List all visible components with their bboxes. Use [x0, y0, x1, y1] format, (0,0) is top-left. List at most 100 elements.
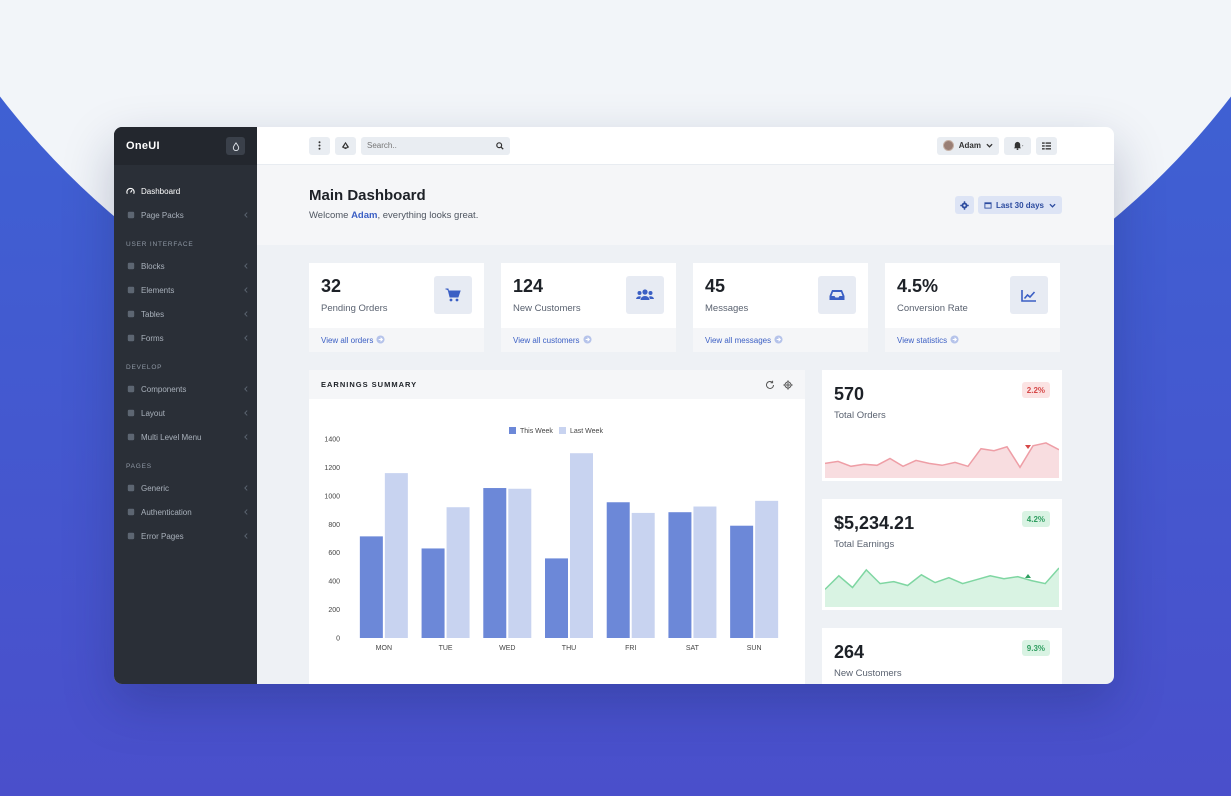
user-menu-button[interactable]: Adam: [936, 136, 999, 155]
theme-toggle-button[interactable]: [226, 137, 245, 155]
lock-icon: [126, 508, 135, 517]
brand-logo[interactable]: OneUI: [126, 140, 160, 152]
page-hero: Main Dashboard Welcome Adam, everything …: [257, 165, 1114, 245]
earnings-summary-title: EARNINGS SUMMARY: [321, 380, 418, 389]
sidebar-item-dashboard[interactable]: Dashboard: [114, 179, 257, 203]
layout-options-button[interactable]: [335, 136, 356, 155]
sidebar-item-layout[interactable]: Layout: [114, 401, 257, 425]
bar-this-week-thu: [545, 558, 568, 638]
bar-last-week-wed: [508, 488, 532, 638]
welcome-user-name[interactable]: Adam: [351, 210, 378, 221]
chevron-down-icon: [986, 143, 993, 148]
sidebar-item-label: Forms: [141, 333, 164, 343]
arrow-right-circle-icon: [950, 334, 959, 346]
sidebar: OneUI Dashboard Page Packs USER INTERFACE B…: [114, 127, 257, 684]
earnings-bar-chart: This Week Last Week 0 200 400 600 800 1000 1200 1…: [324, 427, 779, 652]
stat-label: Conversion Rate: [897, 303, 968, 314]
sidebar-item-label: Components: [141, 384, 187, 394]
refresh-icon[interactable]: [765, 380, 775, 390]
hand-icon: [126, 532, 135, 541]
trend-badge: 4.2%: [1021, 511, 1050, 578]
sidebar-item-label: Layout: [141, 408, 166, 418]
sidebar-item-authentication[interactable]: Authentication: [114, 500, 257, 524]
search-icon[interactable]: [496, 141, 504, 150]
sparkline-line: [825, 567, 1059, 590]
stat-label: Pending Orders: [321, 303, 388, 314]
sidebar-item-generic[interactable]: Generic: [114, 476, 257, 500]
x-tick-label: TUE: [439, 645, 453, 652]
trend-badge-value: 4.2%: [1026, 514, 1045, 524]
table-icon: [126, 310, 135, 319]
chevron-left-icon: [244, 532, 248, 541]
gear-icon[interactable]: [783, 380, 793, 390]
sidebar-toggle-button[interactable]: [309, 136, 330, 155]
sidebar-item-blocks[interactable]: Blocks: [114, 254, 257, 278]
sidebar-item-error-pages[interactable]: Error Pages: [114, 524, 257, 548]
edit-icon: [126, 334, 135, 343]
avatar: [942, 140, 954, 151]
stat-card-body: 45 Messages: [693, 263, 868, 328]
welcome-text: Welcome Adam, everything looks great.: [309, 210, 1062, 221]
summary-label: Total Earnings: [834, 539, 895, 550]
stat-link-conversion-rate[interactable]: View statistics: [885, 328, 1060, 352]
search-input[interactable]: [367, 141, 477, 150]
bar-this-week-sat: [668, 512, 692, 638]
side-overlay-button[interactable]: [1036, 136, 1057, 155]
chevron-left-icon: [244, 484, 248, 493]
x-tick-label: MON: [376, 645, 392, 652]
legend-swatch: [559, 427, 566, 434]
summary-cards: 570 Total Orders 2.2% $5,234.21 Total Earnin…: [822, 370, 1062, 684]
sidebar-item-label: Tables: [141, 309, 165, 319]
trend-badge: 2.2%: [1021, 382, 1050, 449]
stat-label: Messages: [705, 303, 749, 314]
x-tick-label: SAT: [686, 645, 700, 652]
notifications-button[interactable]: [1004, 136, 1031, 155]
summary-card-total-earnings: $5,234.21 Total Earnings 4.2%: [822, 499, 1062, 610]
sparkline-area: [825, 568, 1059, 607]
stat-link-label: View all orders: [321, 335, 374, 345]
stat-card-pending-orders: 32 Pending Orders View all orders: [309, 263, 484, 352]
chevron-left-icon: [244, 385, 248, 394]
welcome-suffix: , everything looks great.: [377, 210, 479, 221]
sidebar-item-multi-level-menu[interactable]: Multi Level Menu: [114, 425, 257, 449]
layers-icon: [126, 484, 135, 493]
sidebar-item-forms[interactable]: Forms: [114, 326, 257, 350]
sidebar-item-components[interactable]: Components: [114, 377, 257, 401]
stat-value: 45: [705, 276, 726, 296]
bar-this-week-mon: [359, 536, 383, 638]
sidebar-item-label: Multi Level Menu: [141, 432, 202, 442]
bar-this-week-tue: [421, 548, 445, 638]
summary-value: 570: [834, 384, 865, 404]
stat-link-pending-orders[interactable]: View all orders: [309, 328, 484, 352]
stat-link-label: View statistics: [897, 335, 948, 345]
sidebar-item-page-packs[interactable]: Page Packs: [114, 203, 257, 227]
sidebar-item-label: Error Pages: [141, 531, 184, 541]
sidebar-item-label: Page Packs: [141, 210, 184, 220]
app-window: OneUI Dashboard Page Packs USER INTERFACE B…: [114, 127, 1114, 684]
cart-icon: [434, 276, 472, 314]
chevron-left-icon: [244, 334, 248, 343]
settings-button[interactable]: [954, 196, 974, 214]
hero-actions: Last 30 days: [951, 196, 1062, 214]
list-icon: [1042, 141, 1051, 150]
sidebar-item-label: Dashboard: [141, 186, 181, 196]
sparkline-line: [825, 442, 1059, 469]
search-box[interactable]: [361, 136, 510, 155]
arrow-right-circle-icon: [774, 334, 783, 346]
bar-last-week-thu: [570, 453, 593, 638]
stat-value: 32: [321, 276, 342, 296]
y-tick-label: 0: [336, 636, 340, 643]
dashboard-content: 32 Pending Orders View all orders 124 New Cu…: [257, 245, 1114, 684]
summary-label: New Customers: [834, 668, 902, 679]
stat-link-messages[interactable]: View all messages: [693, 328, 868, 352]
arrow-right-circle-icon: [582, 334, 592, 346]
sidebar-item-tables[interactable]: Tables: [114, 302, 257, 326]
bar-this-week-fri: [606, 502, 630, 638]
chevron-left-icon: [244, 433, 248, 442]
gear-icon: [960, 200, 969, 210]
sidebar-section-heading: DEVELOP: [126, 364, 163, 371]
sidebar-item-label: Authentication: [141, 507, 192, 517]
sidebar-item-elements[interactable]: Elements: [114, 278, 257, 302]
date-range-dropdown[interactable]: Last 30 days: [977, 196, 1062, 214]
stat-link-new-customers[interactable]: View all customers: [501, 328, 676, 352]
